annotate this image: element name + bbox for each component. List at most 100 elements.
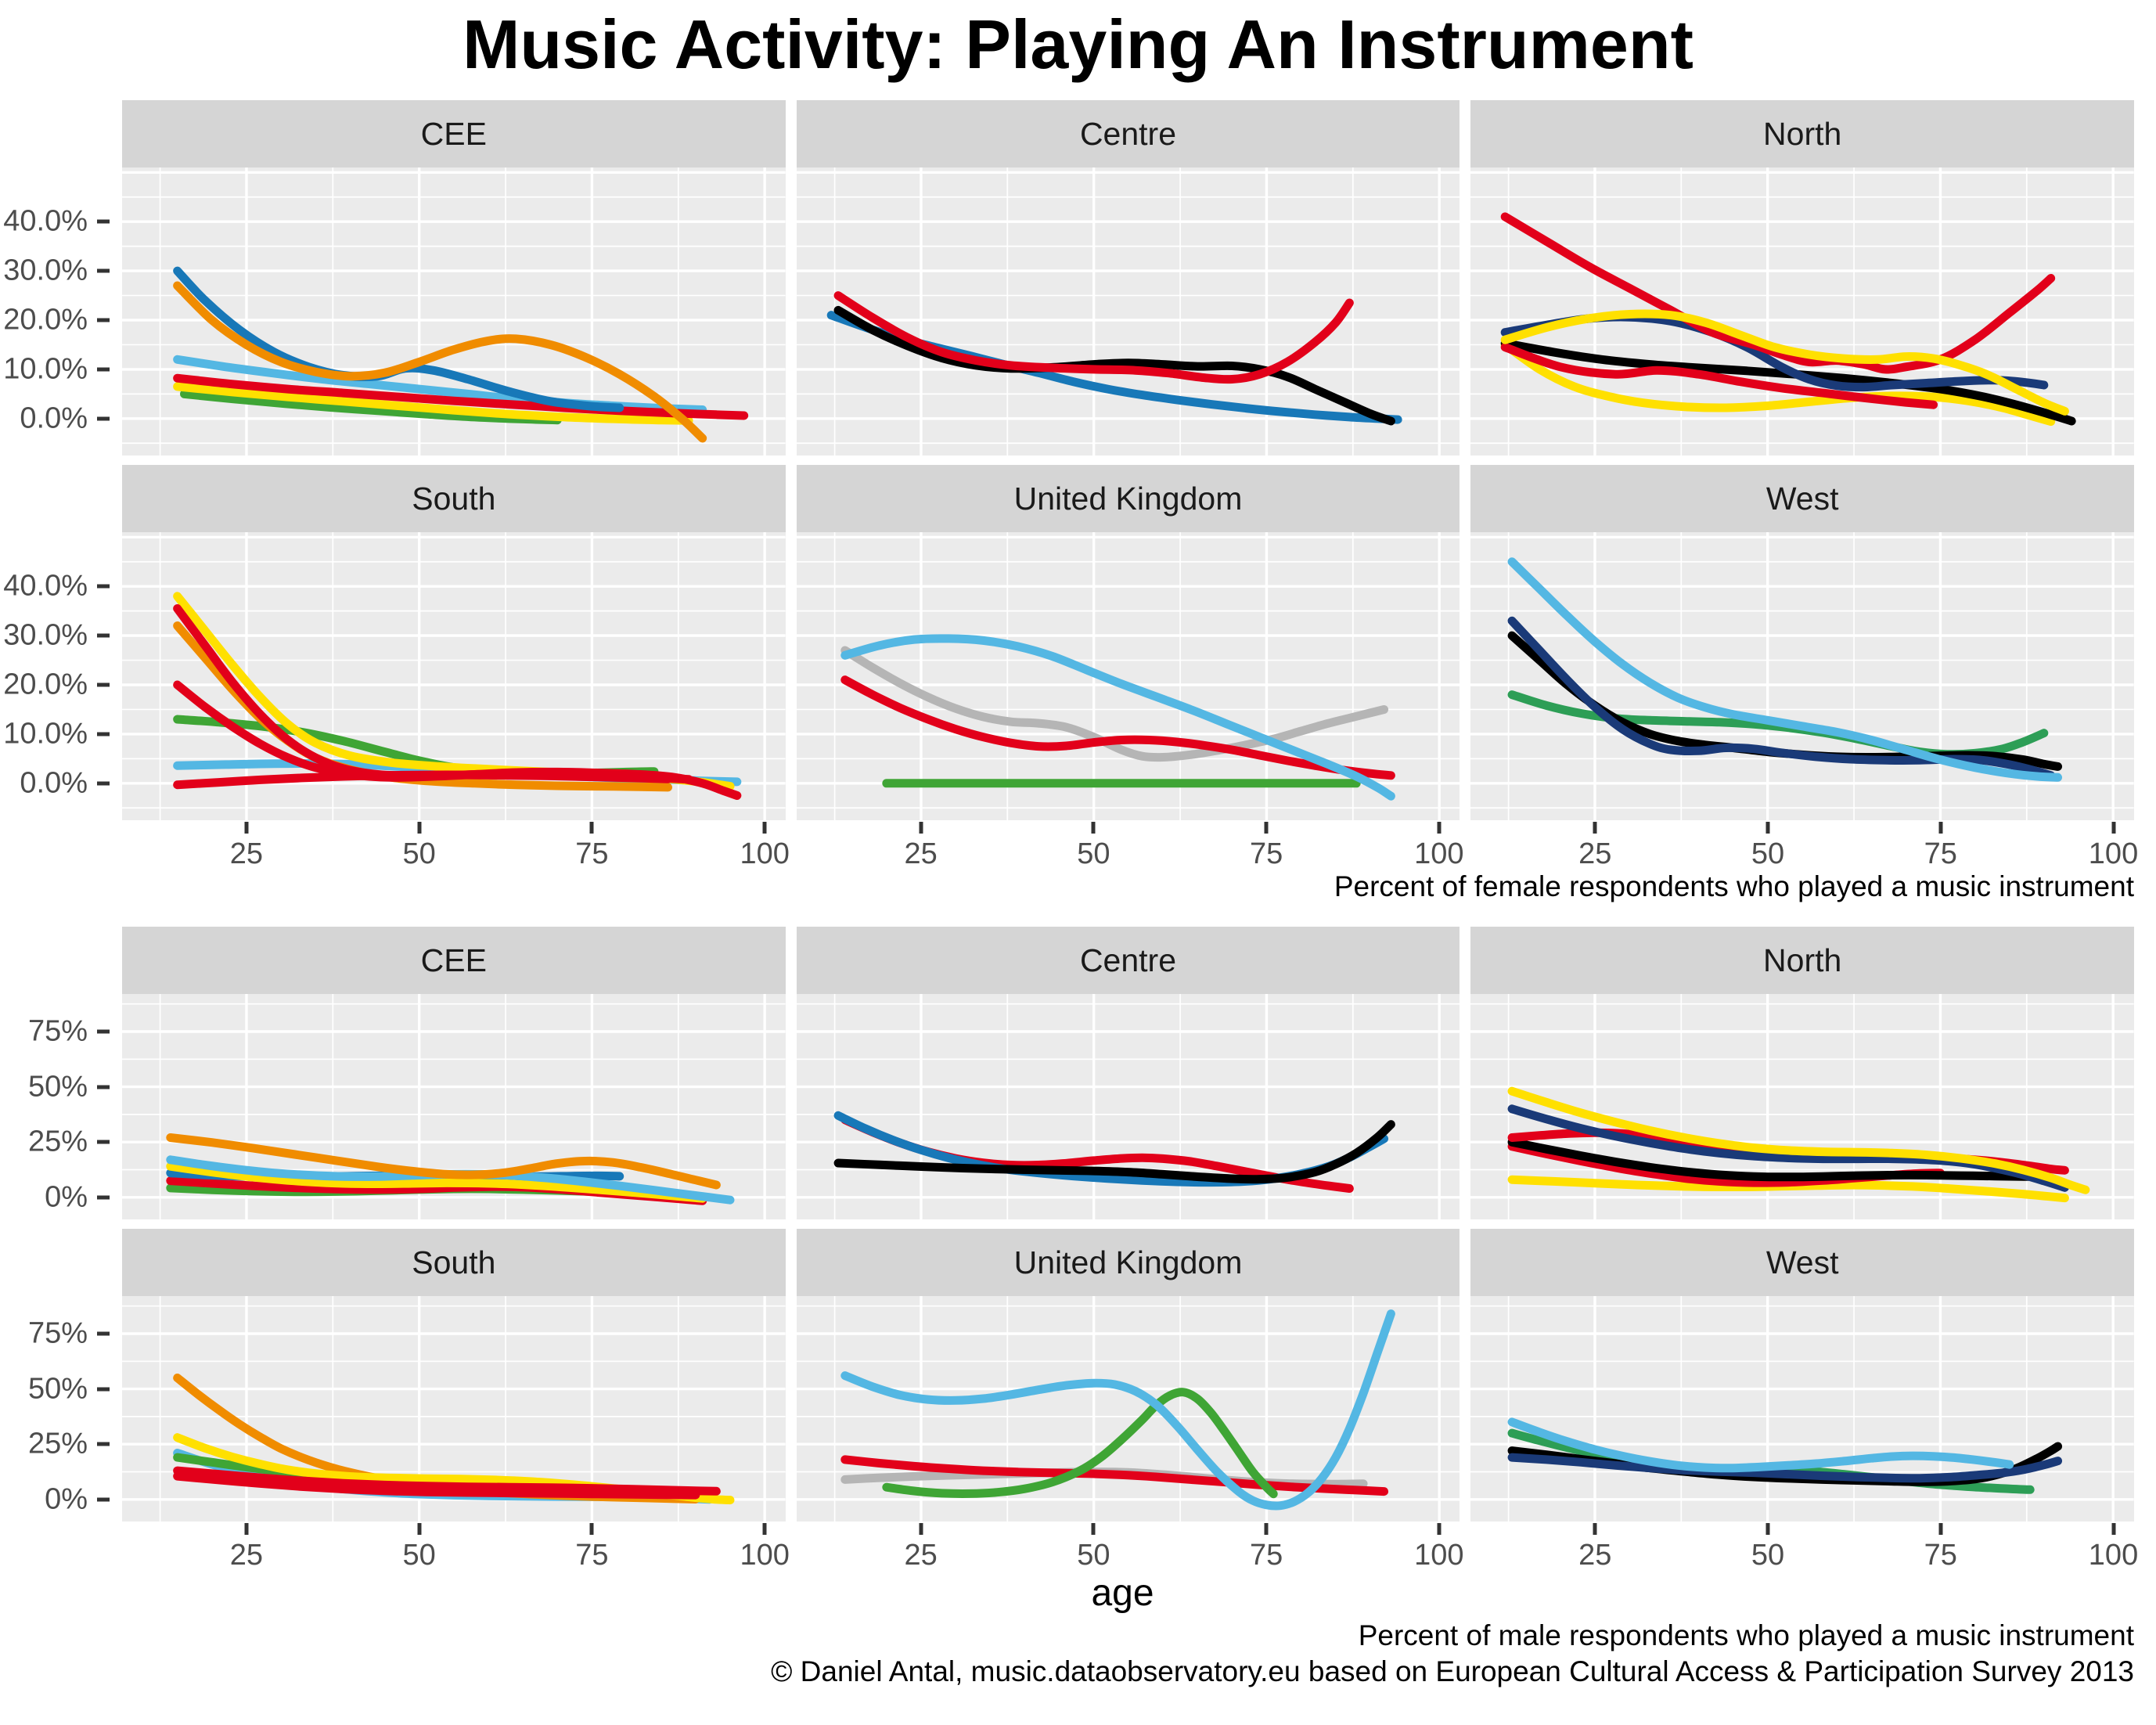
facet-strip: Centre [796,100,1460,167]
x-tick-mark [417,1523,422,1535]
y-tick-label: 75% [27,1316,88,1350]
facet-panel-west-female [1470,532,2134,820]
facet-panel-plot [796,1296,1460,1522]
series-line-red [173,1471,700,1500]
x-tick-label: 100 [2088,837,2139,870]
y-tick-label: 0% [45,1180,88,1214]
x-axis: 25 50 75 100 [1470,820,2138,870]
x-tick-mark [244,1523,249,1535]
y-tick-mark [97,1331,110,1336]
facet-strip: North [1470,927,2134,994]
x-tick-mark [762,1523,767,1535]
x-axis: 25 50 75 100 [1470,1522,2138,1572]
series-line-sky [1507,557,2063,782]
y-tick-mark [97,633,110,638]
x-tick-label: 100 [740,837,790,870]
facet-strip: South [122,1229,786,1296]
x-tick-label: 25 [229,1539,264,1572]
facet-panel-plot [796,994,1460,1219]
facet-panel-plot [122,532,786,820]
x-tick-mark [919,822,923,834]
series-line-black [1501,339,2076,426]
x-axis-title: age [1091,1572,1154,1614]
x-tick-label: 50 [1077,837,1110,870]
y-tick-mark [97,268,110,273]
x-axis: 25 50 75 100 [797,820,1464,870]
y-tick-mark [97,318,110,322]
caption-female: Percent of female respondents who played… [1334,870,2134,902]
x-tick-mark [244,822,249,834]
x-tick-mark [1437,822,1442,834]
series-line-red [840,675,1395,780]
facet-strip: North [1470,100,2134,167]
series-line-yellow [173,382,693,425]
female-facet-grid: 40.0% 30.0% 20.0% 10.0% 0.0% CEE Centre North 40… [0,100,2138,870]
x-tick-label: 75 [575,1539,609,1572]
x-tick-label: 25 [1578,1539,1612,1572]
x-tick-mark [1765,1523,1770,1535]
series-line-red [833,291,1354,384]
x-axis: 25 50 75 100 [797,1522,1464,1572]
series-line-red [173,1466,721,1496]
facet-strip-label: Centre [1079,942,1177,978]
y-tick-mark [97,219,110,224]
male-facet-block: 75% 50% 25% 0% CEE Centre North 75% 50% 25% 0% Sout… [0,927,2156,1688]
x-tick-label: 100 [1414,1539,1464,1572]
x-tick-mark [762,822,767,834]
facet-panel-plot [1470,167,2134,456]
series-line-yellow [1507,1086,2090,1194]
facet-strip-label: West [1765,1244,1839,1280]
series-line-navy [1507,1104,2070,1192]
x-tick-label: 25 [904,837,938,870]
series-line-gray [840,646,1388,762]
series-line-red [840,1455,1388,1496]
y-tick-mark [97,1195,110,1200]
series-line-sky [840,634,1395,801]
y-axis-female-row1: 40.0% 30.0% 20.0% 10.0% 0.0% [0,167,111,456]
facet-panel-plot [1470,532,2134,820]
facet-strip: CEE [122,927,786,994]
facet-panel-plot [122,994,786,1219]
series-line-green [881,1388,1278,1499]
caption-male: Percent of male respondents who played a… [1358,1619,2134,1651]
y-tick-label: 25% [27,1125,88,1158]
series-line-orange [166,1133,721,1190]
facet-panel-plot [1470,994,2134,1219]
facet-strip: West [1470,465,2134,532]
x-tick-label: 100 [2088,1539,2139,1572]
y-tick-label: 0.0% [20,766,88,800]
y-axis-male-row2: 75% 50% 25% 0% [0,1296,111,1522]
x-tick-label: 75 [1249,1539,1283,1572]
facet-panel-south-male [122,1296,786,1522]
facet-strip-label: Centre [1079,115,1177,152]
y-tick-label: 50% [27,1070,88,1104]
x-tick-mark [2111,822,2115,834]
facet-strip-label: North [1763,115,1842,152]
x-tick-label: 75 [1924,1539,1957,1572]
facet-strip-label: West [1765,480,1839,517]
y-tick-mark [97,416,110,421]
y-tick-label: 20.0% [3,303,88,337]
facet-panel-plot [796,167,1460,456]
series-line-navy [1507,1453,2063,1483]
x-tick-label: 75 [575,837,609,870]
x-tick-mark [1593,822,1597,834]
series-line-black [833,305,1395,426]
y-tick-label: 20.0% [3,668,88,701]
x-tick-label: 50 [1751,1539,1785,1572]
facet-panel-united-kingdom-female [796,532,1460,820]
facet-panel-plot [122,1296,786,1522]
x-tick-label: 100 [740,1539,790,1572]
x-tick-mark [1091,1523,1096,1535]
y-tick-mark [97,1085,110,1089]
x-tick-mark [1765,822,1770,834]
series-line-green [180,389,562,425]
y-axis-female-row2: 40.0% 30.0% 20.0% 10.0% 0.0% [0,532,111,820]
male-facet-grid: 75% 50% 25% 0% CEE Centre North 75% 50% 25% 0% Sout… [0,927,2138,1572]
facet-panel-south-female [122,532,786,820]
y-tick-mark [97,682,110,687]
facet-strip-label: South [412,480,496,517]
facet-strip-label: North [1763,942,1842,978]
copyright-note: © Daniel Antal, music.dataobservatory.eu… [771,1655,2134,1687]
